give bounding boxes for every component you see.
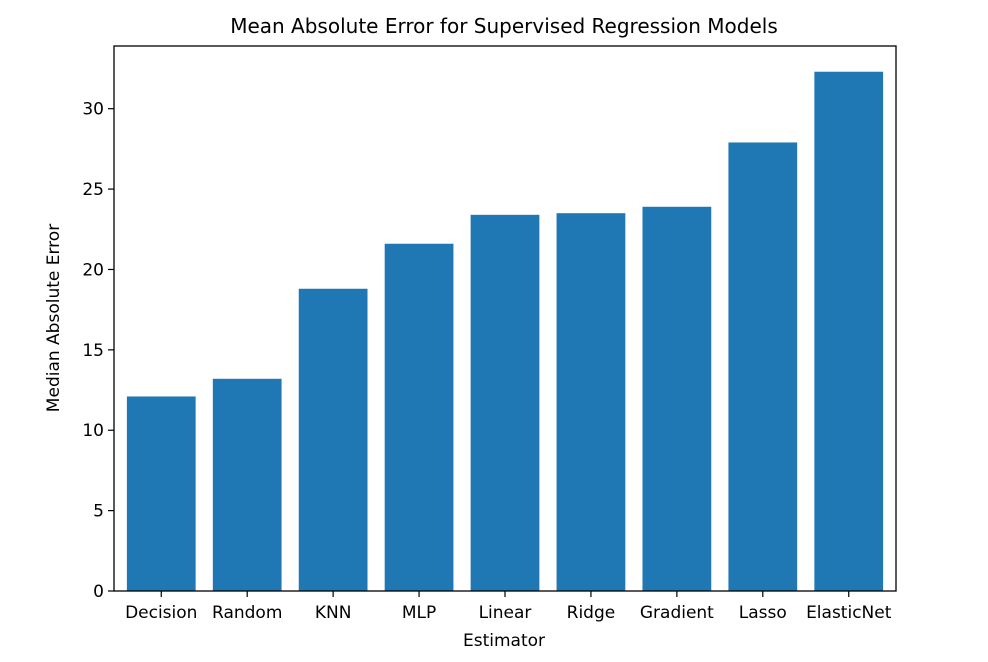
chart-title: Mean Absolute Error for Supervised Regre…: [230, 14, 778, 38]
y-axis-label: Median Absolute Error: [44, 224, 64, 412]
bar-random: [212, 378, 282, 591]
y-tick-label: 20: [82, 260, 104, 280]
bar-mlp: [384, 243, 454, 592]
x-tick-label: Gradient: [640, 603, 714, 623]
y-tick-label: 5: [93, 502, 104, 522]
bar-linear: [470, 214, 540, 591]
bars-layer: [126, 71, 884, 592]
bar-gradient: [642, 206, 712, 591]
x-tick-label: KNN: [315, 603, 352, 623]
x-tick-label: Decision: [125, 603, 197, 623]
y-tick-label: 10: [82, 421, 104, 441]
bar-decision: [126, 396, 196, 591]
y-tick-label: 30: [82, 100, 104, 120]
x-tick-label: Random: [212, 603, 282, 623]
y-tick-label: 15: [82, 341, 104, 361]
x-tick-label: ElasticNet: [806, 603, 892, 623]
x-tick-label: MLP: [402, 603, 436, 623]
bar-elasticnet: [814, 71, 884, 592]
plot-frame: [113, 45, 897, 592]
y-tick-label: 0: [93, 582, 104, 602]
bar-ridge: [556, 213, 626, 591]
x-tick-label: Linear: [479, 603, 532, 623]
bar-lasso: [728, 142, 798, 591]
y-axis-ticks: 0 5 10 15 20 25 30: [82, 100, 114, 602]
x-tick-label: Ridge: [567, 603, 616, 623]
bar-knn: [298, 288, 368, 591]
x-axis-ticks: Decision Random KNN MLP Linear Ridge Gradient L…: [125, 591, 892, 623]
x-axis-label: Estimator: [463, 631, 545, 651]
y-tick-label: 25: [82, 180, 104, 200]
x-tick-label: Lasso: [739, 603, 787, 623]
